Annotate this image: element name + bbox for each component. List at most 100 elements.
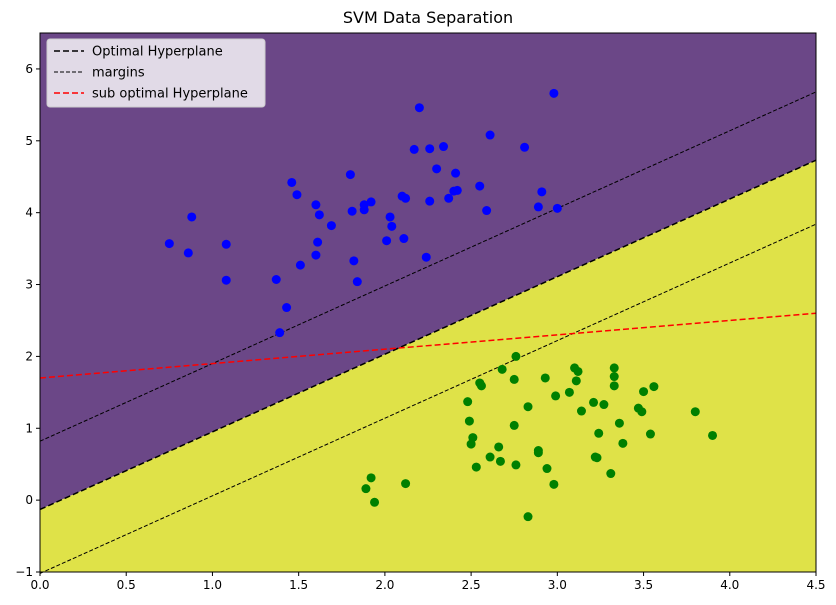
x-tick-label: 4.5 <box>806 578 825 592</box>
chart-title: SVM Data Separation <box>343 8 513 27</box>
x-tick-label: 0.0 <box>30 578 49 592</box>
point-s0-14 <box>314 210 324 220</box>
y-tick-label: 6 <box>25 62 33 76</box>
decision-regions <box>40 33 816 573</box>
point-s0-47 <box>552 203 562 213</box>
plot-frame <box>39 32 817 573</box>
y-tick-label: 2 <box>25 349 33 363</box>
boundary-line-2 <box>39 223 817 574</box>
point-s0-43 <box>520 142 530 152</box>
point-s0-12 <box>311 250 321 260</box>
boundary-line-1 <box>39 91 817 442</box>
y-axis-ticks: −1 0 1 2 3 4 5 6 <box>15 62 40 579</box>
point-s1-39 <box>609 363 619 373</box>
point-s0-21 <box>359 205 369 215</box>
point-s1-17 <box>511 351 521 361</box>
y-tick-label: 4 <box>25 206 33 220</box>
point-s0-17 <box>347 206 357 216</box>
point-s0-42 <box>485 130 495 140</box>
point-s1-31 <box>576 406 586 416</box>
point-s0-23 <box>382 236 392 246</box>
point-s0-0 <box>164 239 174 249</box>
point-s1-7 <box>468 433 478 443</box>
point-s1-29 <box>571 376 581 386</box>
point-s1-27 <box>564 387 574 397</box>
boundary-lines <box>39 91 817 574</box>
point-s0-30 <box>414 103 424 113</box>
point-s0-39 <box>452 185 462 195</box>
point-s0-27 <box>401 193 411 203</box>
point-s1-48 <box>690 407 700 417</box>
point-s1-2 <box>370 497 380 507</box>
point-s1-26 <box>551 391 561 401</box>
point-s0-41 <box>482 206 492 216</box>
point-s1-20 <box>523 512 533 522</box>
point-s0-11 <box>311 200 321 210</box>
x-tick-label: 1.0 <box>203 578 222 592</box>
point-s0-33 <box>425 196 435 206</box>
legend-entry: Optimal Hyperplane <box>92 45 223 60</box>
point-s0-29 <box>409 144 419 154</box>
point-s1-13 <box>495 456 505 466</box>
point-s1-1 <box>366 473 376 483</box>
point-s0-15 <box>326 221 336 231</box>
point-s0-45 <box>537 187 547 197</box>
y-tick-label: −1 <box>15 565 33 579</box>
point-s1-41 <box>614 418 624 428</box>
point-s0-7 <box>282 303 292 313</box>
point-s1-12 <box>494 442 504 452</box>
point-s1-36 <box>599 400 609 410</box>
point-s1-14 <box>497 364 507 374</box>
point-s1-47 <box>649 382 659 392</box>
point-s0-4 <box>221 275 231 285</box>
point-s1-37 <box>606 469 616 479</box>
point-s1-22 <box>533 448 543 458</box>
point-s0-28 <box>399 234 409 244</box>
x-tick-label: 0.5 <box>117 578 136 592</box>
point-s0-24 <box>385 212 395 222</box>
point-s1-23 <box>540 373 550 383</box>
point-s1-15 <box>509 374 519 384</box>
point-s1-8 <box>471 462 481 472</box>
point-s1-40 <box>609 381 619 391</box>
point-s0-32 <box>425 144 435 154</box>
point-s0-31 <box>421 252 431 262</box>
point-s0-35 <box>439 142 449 152</box>
point-s0-2 <box>187 212 197 222</box>
point-s0-6 <box>275 328 285 338</box>
legend-box <box>46 38 266 108</box>
point-s0-44 <box>533 202 543 212</box>
point-s1-35 <box>594 428 604 438</box>
point-s0-1 <box>183 248 193 258</box>
point-s1-5 <box>464 416 474 426</box>
point-s0-5 <box>271 275 281 285</box>
x-tick-label: 1.5 <box>289 578 308 592</box>
point-s0-10 <box>295 260 305 270</box>
point-s1-45 <box>639 387 649 397</box>
y-tick-label: 3 <box>25 278 33 292</box>
point-s1-38 <box>609 372 619 382</box>
point-s0-18 <box>349 256 359 266</box>
legend-entry: sub optimal Hyperplane <box>92 87 248 102</box>
legend: Optimal Hyperplane margins sub optimal Hyp… <box>46 38 266 108</box>
point-s1-10 <box>476 381 486 391</box>
region-upper <box>40 33 816 510</box>
region-lower <box>40 160 816 573</box>
point-s1-19 <box>523 402 533 412</box>
point-s0-8 <box>287 177 297 187</box>
x-tick-label: 3.0 <box>548 578 567 592</box>
point-s0-36 <box>444 193 454 203</box>
point-s1-24 <box>542 464 552 474</box>
point-s1-49 <box>708 430 718 440</box>
data-points <box>164 88 718 522</box>
point-s0-34 <box>432 164 442 174</box>
x-tick-label: 2.0 <box>375 578 394 592</box>
point-s1-11 <box>485 452 495 462</box>
point-s1-42 <box>618 438 628 448</box>
point-s1-16 <box>509 420 519 430</box>
point-s0-38 <box>451 168 461 178</box>
point-s1-3 <box>401 479 411 489</box>
y-tick-label: 5 <box>25 134 33 148</box>
point-s1-46 <box>645 429 655 439</box>
